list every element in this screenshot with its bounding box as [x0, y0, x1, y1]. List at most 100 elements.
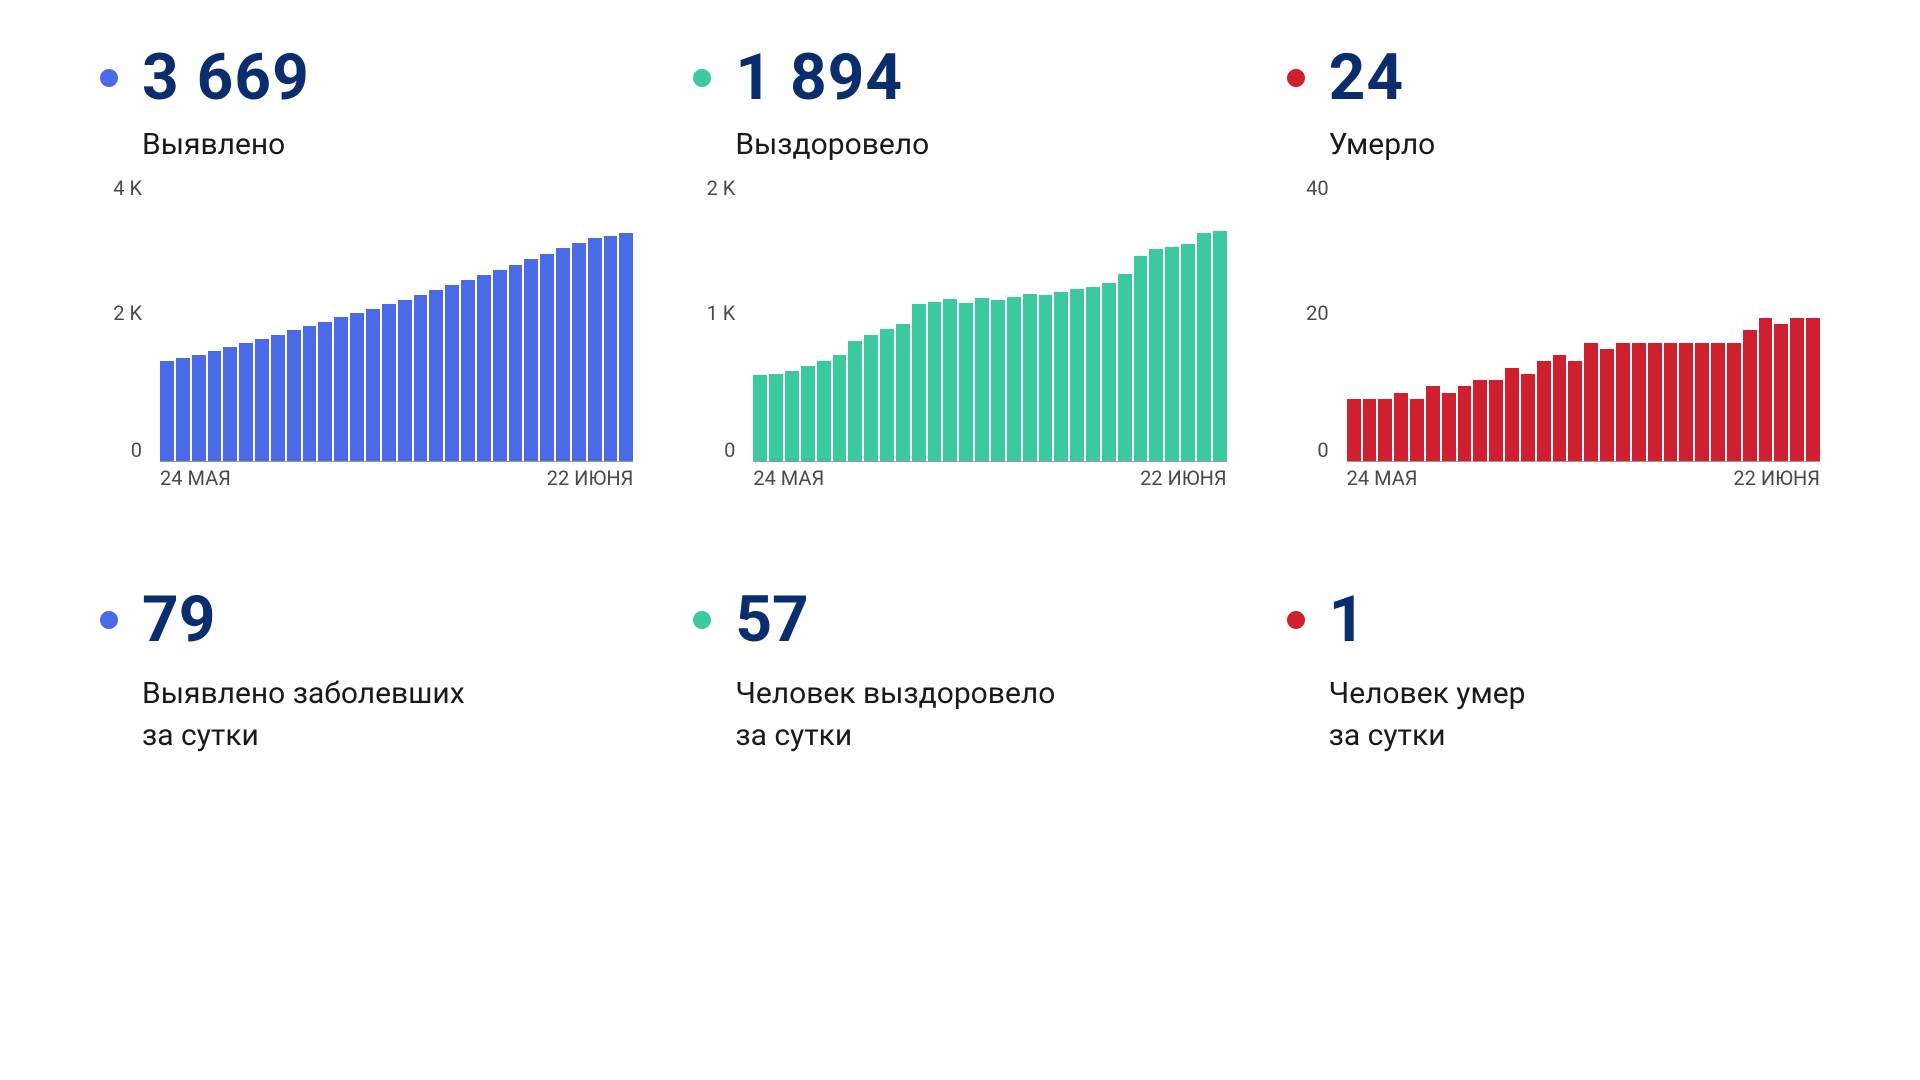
- bar: [1378, 399, 1392, 461]
- bar: [801, 366, 815, 461]
- bar: [817, 361, 831, 461]
- dot-icon: [100, 611, 118, 629]
- stat-value: 57: [735, 582, 808, 657]
- bar: [572, 243, 586, 461]
- y-axis: 01 K2 K: [693, 212, 743, 462]
- bar: [1102, 283, 1116, 461]
- bar: [1197, 233, 1211, 461]
- stat-header: 3 669: [100, 40, 633, 115]
- bar: [1790, 318, 1804, 461]
- x-axis: 24 МАЯ22 ИЮНЯ: [160, 466, 633, 502]
- bar: [429, 290, 443, 461]
- dot-icon: [1287, 69, 1305, 87]
- bar: [1410, 399, 1424, 461]
- dot-icon: [1287, 611, 1305, 629]
- bar: [1458, 386, 1472, 461]
- stat-label: Человек выздоровело за сутки: [735, 673, 1226, 757]
- bar: [1632, 343, 1646, 461]
- stat-header: 24: [1287, 40, 1820, 115]
- y-axis: 02040: [1287, 212, 1337, 462]
- x-end-label: 22 ИЮНЯ: [547, 466, 634, 502]
- card-recovered: 1 894 Выздоровело 01 K2 K 24 МАЯ22 ИЮНЯ: [693, 40, 1226, 502]
- label-line2: за сутки: [1329, 718, 1446, 753]
- bar: [959, 303, 973, 461]
- label-line2: за сутки: [735, 718, 852, 753]
- bar: [896, 324, 910, 461]
- bar: [1086, 287, 1100, 461]
- bar: [303, 326, 317, 461]
- bar: [975, 298, 989, 461]
- bar: [880, 329, 894, 461]
- x-axis: 24 МАЯ22 ИЮНЯ: [753, 466, 1226, 502]
- stats-dashboard: 3 669 Выявлено 02 K4 K24 МАЯ22 ИЮНЯ 1 89…: [100, 40, 1820, 757]
- bar: [1007, 297, 1021, 461]
- bar: [833, 355, 847, 461]
- bar: [1426, 386, 1440, 461]
- bar: [239, 343, 253, 461]
- bar: [1600, 349, 1614, 461]
- y-tick-label: 2 K: [707, 176, 736, 200]
- bar: [509, 265, 523, 461]
- y-tick-label: 20: [1306, 301, 1328, 325]
- bar: [1695, 343, 1709, 461]
- bar: [1537, 361, 1551, 461]
- card-recovered-daily: 57 Человек выздоровело за сутки: [693, 582, 1226, 757]
- stat-value: 1 894: [735, 40, 903, 115]
- bar: [1727, 343, 1741, 461]
- y-tick-label: 0: [1317, 438, 1328, 462]
- y-tick-label: 2 K: [113, 301, 142, 325]
- bar: [1664, 343, 1678, 461]
- bar: [318, 322, 332, 461]
- bar: [1442, 393, 1456, 461]
- bar: [255, 339, 269, 461]
- stat-label: Умерло: [1329, 127, 1820, 162]
- bar: [604, 236, 618, 461]
- dot-icon: [693, 611, 711, 629]
- bar: [366, 309, 380, 462]
- bar: [1213, 231, 1227, 461]
- bar: [192, 355, 206, 461]
- bar: [398, 300, 412, 461]
- bar: [556, 248, 570, 461]
- card-detected-daily: 79 Выявлено заболевших за сутки: [100, 582, 633, 757]
- bar: [1363, 399, 1377, 461]
- label-line1: Человек выздоровело: [735, 676, 1055, 711]
- label-line1: Выявлено заболевших: [142, 676, 465, 711]
- bar: [943, 299, 957, 461]
- bar: [223, 347, 237, 461]
- bar: [271, 335, 285, 461]
- dot-icon: [693, 69, 711, 87]
- bar: [350, 313, 364, 461]
- bar: [1806, 318, 1820, 461]
- bar: [334, 317, 348, 461]
- stat-label: Выздоровело: [735, 127, 1226, 162]
- stat-label: Выявлено: [142, 127, 633, 162]
- bar: [1039, 295, 1053, 461]
- stat-header: 57: [693, 582, 1226, 657]
- bar: [1774, 324, 1788, 461]
- bar: [1568, 361, 1582, 461]
- x-start-label: 24 МАЯ: [753, 466, 824, 502]
- bar: [477, 275, 491, 461]
- bar: [445, 285, 459, 461]
- bar: [991, 300, 1005, 461]
- stat-label: Человек умер за сутки: [1329, 673, 1820, 757]
- bar: [160, 361, 174, 461]
- bar: [287, 330, 301, 461]
- bar: [208, 351, 222, 461]
- bar: [414, 295, 428, 461]
- bar: [769, 374, 783, 461]
- card-detected: 3 669 Выявлено 0 2 K 4 K 24 МАЯ22 ИЮНЯ: [100, 40, 633, 502]
- bar: [1347, 399, 1361, 461]
- bar: [928, 302, 942, 461]
- y-tick-label: 4 K: [113, 176, 142, 200]
- plot-area: [160, 212, 633, 462]
- bar: [461, 280, 475, 461]
- y-tick-label: 0: [131, 438, 142, 462]
- bar: [785, 371, 799, 461]
- bar: [1584, 343, 1598, 461]
- bar: [382, 304, 396, 461]
- chart-detected: 02 K4 K24 МАЯ22 ИЮНЯ: [100, 212, 633, 502]
- bar: [493, 270, 507, 461]
- bar: [848, 341, 862, 461]
